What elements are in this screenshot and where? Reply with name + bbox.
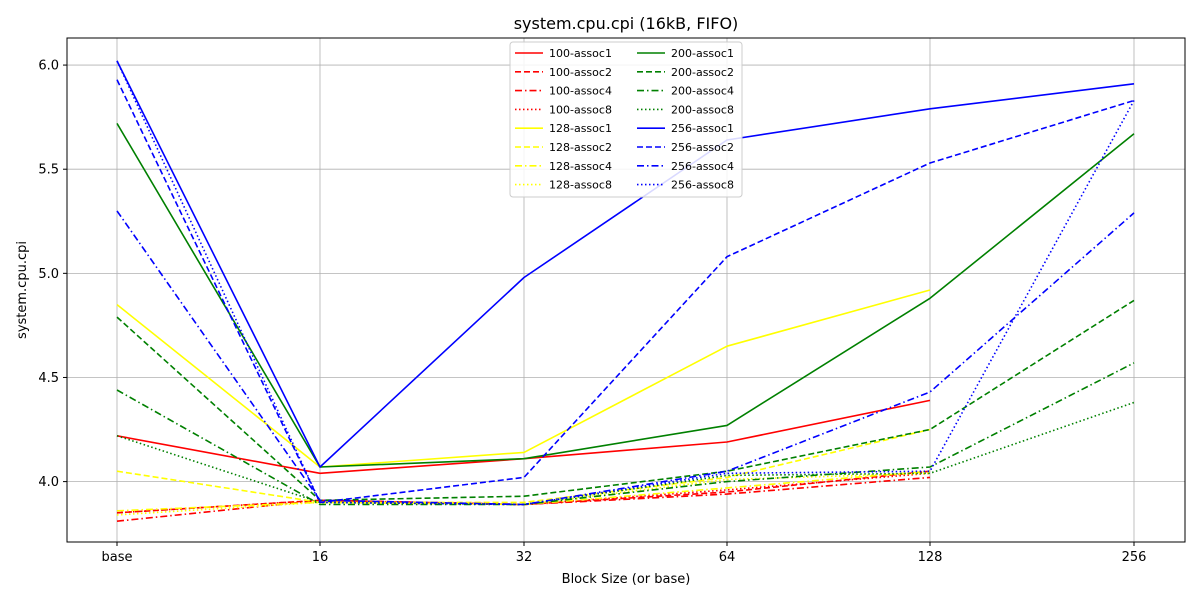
series-line-128-assoc1 — [116, 289, 931, 468]
x-tick-label: 16 — [312, 550, 329, 565]
chart-title: system.cpu.cpi (16kB, FIFO) — [514, 14, 739, 33]
legend-label: 100-assoc4 — [549, 85, 612, 98]
legend-label: 256-assoc8 — [671, 179, 734, 192]
legend-label: 200-assoc8 — [671, 103, 734, 116]
legend-label: 128-assoc8 — [549, 179, 612, 192]
legend-label: 200-assoc2 — [671, 66, 734, 79]
legend-label: 100-assoc8 — [549, 103, 612, 116]
legend-label: 100-assoc2 — [549, 66, 612, 79]
x-tick-label: 128 — [918, 550, 943, 565]
series-line-256-assoc4 — [116, 210, 1135, 506]
plot-frame — [66, 37, 1186, 543]
x-tick-label: 64 — [719, 550, 736, 565]
series-line-200-assoc2 — [116, 299, 1135, 502]
legend-label: 128-assoc1 — [549, 122, 612, 135]
legend-label: 100-assoc1 — [549, 47, 612, 60]
x-axis-label: Block Size (or base) — [562, 572, 691, 587]
legend-label: 256-assoc1 — [671, 122, 734, 135]
legend-label: 200-assoc4 — [671, 85, 734, 98]
series-line-200-assoc1 — [116, 122, 1135, 468]
legend-label: 128-assoc2 — [549, 141, 612, 154]
series-lines — [116, 60, 1135, 522]
legend-label: 128-assoc4 — [549, 160, 612, 173]
legend-label: 256-assoc4 — [671, 160, 734, 173]
y-tick-label: 4.5 — [38, 371, 59, 386]
axis-ticks: base 16 32 64 128 256 4.0 4.5 5.0 5.5 6.0 — [38, 59, 1146, 565]
series-line-256-assoc8 — [116, 60, 1135, 506]
legend: 100-assoc1 100-assoc2 100-assoc4 100-assoc8… — [509, 41, 743, 198]
series-line-200-assoc4 — [116, 362, 1135, 506]
x-tick-label: base — [102, 550, 133, 565]
y-tick-label: 6.0 — [38, 59, 59, 74]
legend-label: 256-assoc2 — [671, 141, 734, 154]
legend-box — [509, 41, 743, 198]
y-tick-label: 4.0 — [38, 475, 59, 490]
y-tick-label: 5.5 — [38, 163, 59, 178]
series-line-256-assoc2 — [116, 79, 1135, 504]
y-tick-label: 5.0 — [38, 267, 59, 282]
series-line-256-assoc1 — [116, 60, 1135, 468]
x-tick-label: 32 — [516, 550, 533, 565]
y-axis-label: system.cpu.cpi — [15, 241, 30, 339]
series-line-128-assoc2 — [116, 428, 931, 504]
series-line-200-assoc8 — [116, 401, 1135, 506]
x-tick-label: 256 — [1122, 550, 1147, 565]
legend-label: 200-assoc1 — [671, 47, 734, 60]
